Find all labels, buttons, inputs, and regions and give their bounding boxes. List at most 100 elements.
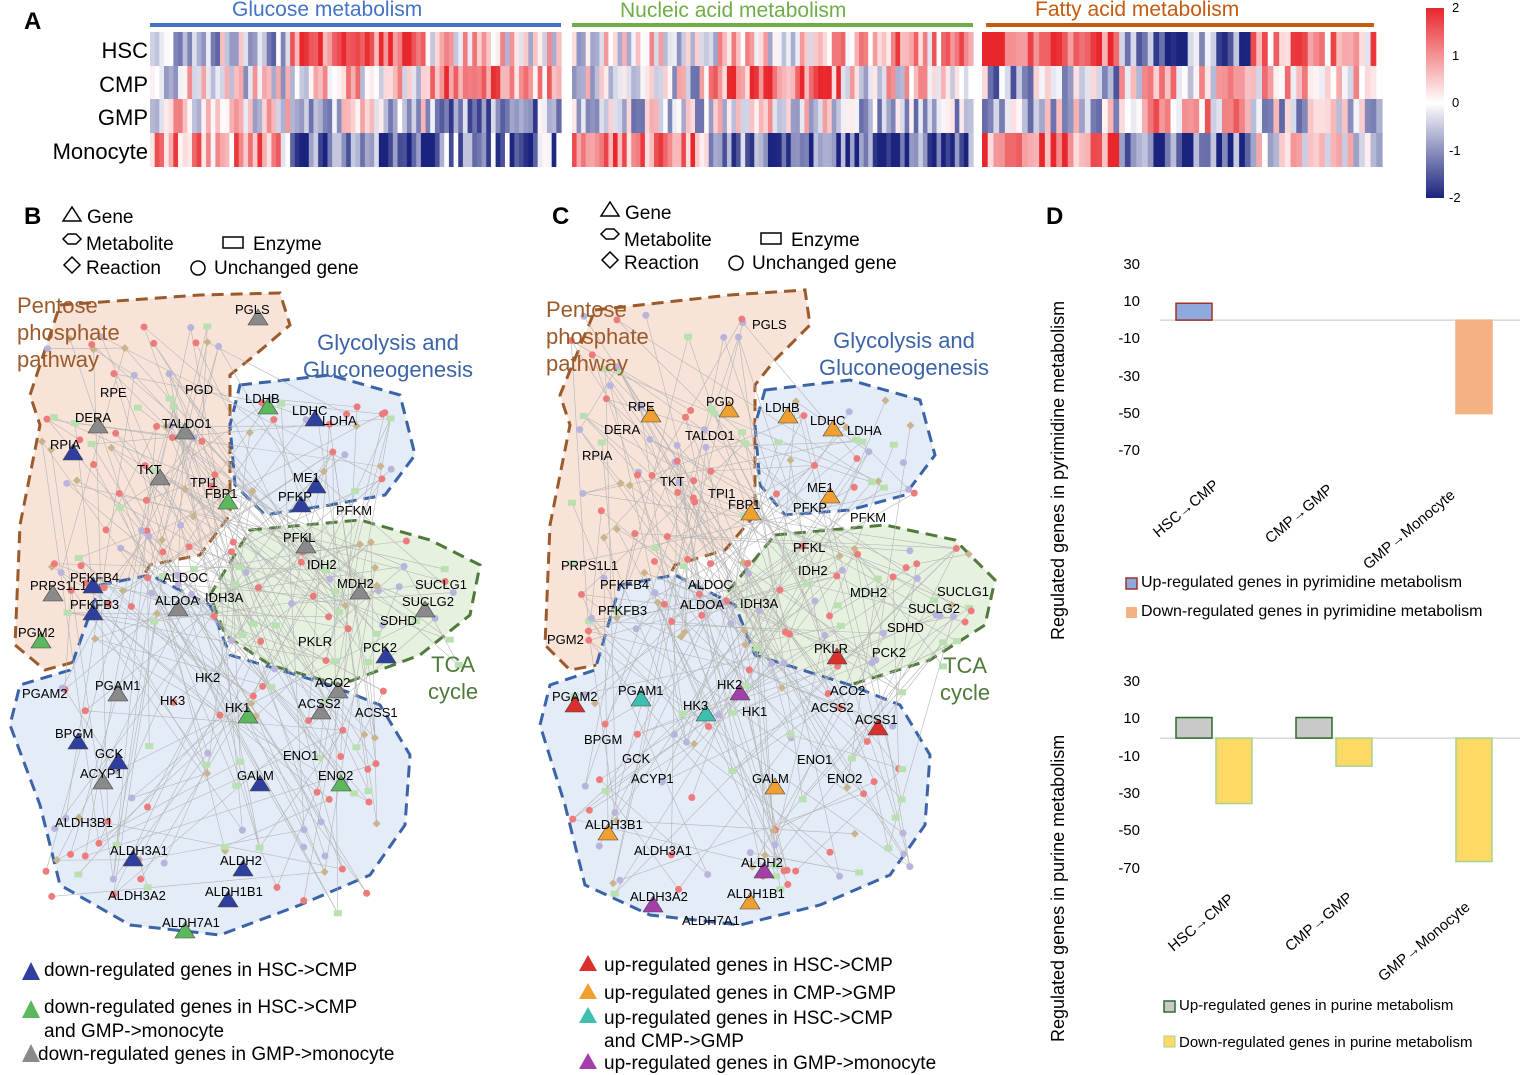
- network-edge: [162, 346, 219, 577]
- unchanged-gene-node: [704, 870, 712, 878]
- enzyme-node: [271, 622, 280, 629]
- network-edge: [184, 489, 343, 870]
- reaction-node: [690, 739, 699, 748]
- enzyme-node: [203, 323, 212, 330]
- heatmap-cell: [813, 99, 819, 133]
- heatmap-cell: [840, 66, 847, 100]
- heatmap-cell: [1079, 133, 1086, 167]
- c2-tick-neg70: -70: [1118, 860, 1140, 877]
- gene-triangle-icon: [217, 492, 239, 510]
- gene-label: PCK2: [363, 640, 397, 655]
- heatmap-cell: [439, 133, 445, 167]
- heatmap-cell: [1147, 66, 1155, 100]
- heatmap-cell: [1376, 32, 1383, 66]
- heatmap-cell: [1244, 66, 1252, 100]
- network-edge: [281, 403, 383, 415]
- heatmap-cell: [968, 133, 974, 167]
- reaction-node: [203, 769, 212, 778]
- heatmap-cell: [900, 99, 906, 133]
- unchanged-gene-node: [379, 621, 387, 629]
- heatmap-cell: [1130, 99, 1137, 133]
- network-edge: [302, 551, 378, 586]
- heatmap-cell: [895, 99, 901, 133]
- heatmap-cell: [763, 32, 769, 66]
- network-edge: [85, 763, 377, 857]
- network-edge: [144, 465, 260, 848]
- network-edge: [325, 418, 391, 661]
- heatmap-cell: [950, 66, 956, 100]
- unchanged-gene-node: [400, 562, 408, 570]
- heatmap-cell: [1324, 32, 1332, 66]
- network-edge: [732, 570, 843, 713]
- metabolite-node: [577, 591, 585, 599]
- heatmap-cell: [663, 133, 669, 167]
- metabolite-node: [185, 543, 193, 551]
- heatmap-cell: [290, 133, 296, 167]
- heatmap-cell: [654, 99, 660, 133]
- heatmap-cell: [1016, 133, 1023, 167]
- heatmap-cell: [509, 32, 515, 66]
- unchanged-gene-node: [616, 876, 624, 884]
- heatmap-cell: [154, 99, 160, 133]
- network-edge: [581, 594, 904, 834]
- heatmap-cell: [685, 99, 692, 133]
- network-edge: [153, 343, 369, 663]
- heatmap-cell: [786, 66, 792, 100]
- heatmap-cell: [1216, 66, 1223, 100]
- heatmap-cell: [954, 133, 960, 167]
- network-edge: [147, 577, 309, 721]
- heatmap-cell: [1267, 32, 1275, 66]
- heatmap-cell: [722, 133, 728, 167]
- heatmap-cell: [1124, 66, 1132, 100]
- enzyme-node: [833, 602, 842, 609]
- heatmap-cell: [1073, 66, 1080, 100]
- heatmap-cell: [731, 66, 737, 100]
- heatmap-cell: [500, 32, 506, 66]
- network-edge: [168, 373, 377, 635]
- metabolite-node: [687, 407, 695, 415]
- gene-label: RPIA: [50, 437, 81, 452]
- heatmap-cell: [1164, 32, 1172, 66]
- heatmap-cell: [1267, 66, 1275, 100]
- heatmap-cell: [1084, 99, 1092, 133]
- heatmap-cell: [1170, 133, 1177, 167]
- network-edge: [64, 689, 118, 772]
- heatmap-cell: [1273, 32, 1280, 66]
- heatmap-cell: [808, 99, 815, 133]
- heatmap-cell: [336, 99, 343, 133]
- heatmap-cell: [1004, 99, 1012, 133]
- heatmap-cell: [1359, 66, 1366, 100]
- enzyme-node: [314, 755, 323, 762]
- heatmap-cell: [931, 133, 938, 167]
- heatmap-cell: [327, 133, 333, 167]
- heatmap-cell: [1130, 133, 1137, 167]
- unchanged-gene-node: [387, 465, 395, 473]
- enzyme-node: [884, 845, 893, 852]
- metabolite-node: [378, 475, 386, 483]
- gene-triangle-icon: [217, 890, 239, 908]
- heatmap-cell: [1342, 32, 1349, 66]
- unchanged-gene-node: [614, 363, 622, 371]
- heatmap-cell: [777, 66, 783, 100]
- heatmap-cell: [1273, 133, 1280, 167]
- gene-label: BPGM: [584, 732, 623, 747]
- network-edge: [616, 319, 884, 488]
- heatmap-cell: [644, 133, 651, 167]
- unchanged-gene-node: [595, 842, 603, 850]
- network-edge: [185, 489, 329, 618]
- heatmap-cell: [206, 32, 212, 66]
- c2-legend-swatches: [1163, 1000, 1176, 1048]
- enzyme-node: [737, 429, 746, 436]
- metabolite-node: [744, 559, 752, 567]
- heatmap-cell: [313, 99, 319, 133]
- network-edge: [147, 577, 150, 747]
- heatmap-cell: [635, 99, 641, 133]
- heatmap-cell: [868, 32, 874, 66]
- heatmap-cell: [420, 133, 427, 167]
- bar-up-0: [1175, 302, 1213, 321]
- heatmap-cell: [1022, 99, 1029, 133]
- heatmap-cell: [542, 66, 548, 100]
- legend-c-item-1: up-regulated genes in HSC->CMP: [604, 955, 893, 976]
- heatmap-cell: [220, 66, 226, 100]
- heatmap-cell: [1284, 66, 1292, 100]
